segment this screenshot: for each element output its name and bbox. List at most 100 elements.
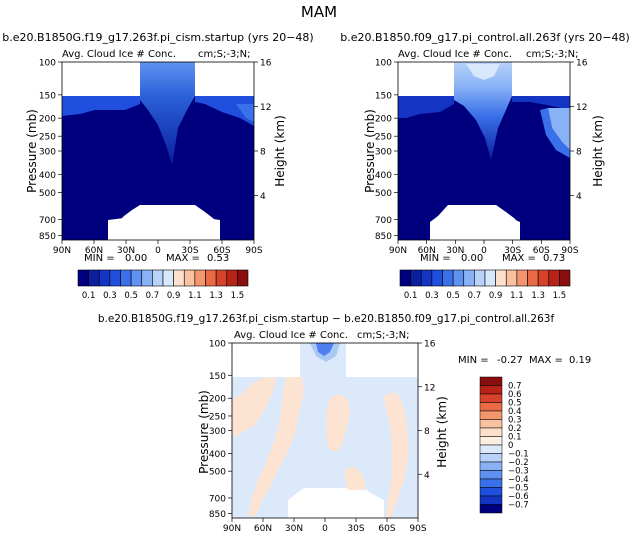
panel-2-right-lobe bbox=[548, 108, 570, 150]
panel-1-units: cm;S;-3;N; bbox=[198, 49, 251, 60]
panel-2-colorbar: 0.1 0.3 0.5 0.7 0.9 1.1 1.3 1.5 bbox=[399, 269, 571, 301]
colorbar-box bbox=[120, 269, 132, 287]
ytick-label: 150 bbox=[209, 372, 226, 382]
panel-1-field bbox=[62, 62, 254, 240]
xtick-label: 30S bbox=[347, 524, 364, 534]
colorbar-box bbox=[420, 269, 433, 287]
ytick-label: 500 bbox=[375, 189, 392, 199]
colorbar-box bbox=[173, 269, 185, 287]
panel-3-units: cm;S;-3;N; bbox=[357, 330, 410, 341]
panel-3-tan-blob bbox=[326, 394, 350, 452]
colorbar-label: 0.6 bbox=[508, 390, 522, 400]
panel-2-yticks: 100 150 200 250 300 400 500 700 850 bbox=[375, 59, 398, 242]
ytick-label: 150 bbox=[39, 91, 56, 101]
colorbar-box bbox=[479, 453, 503, 463]
xtick-label: 30S bbox=[181, 246, 198, 256]
panel-3-xticks: 90N 60N 30N 0 30S 60S 90S bbox=[223, 518, 427, 534]
colorbar-box bbox=[88, 269, 100, 287]
xtick-label: 60S bbox=[213, 246, 230, 256]
ytick-label: 150 bbox=[375, 91, 392, 101]
xtick-label: 0 bbox=[322, 524, 328, 534]
colorbar-label: 0.1 bbox=[82, 291, 96, 301]
panel-1-plume bbox=[140, 62, 195, 165]
colorbar-box bbox=[183, 269, 196, 287]
colorbar-label: 0.4 bbox=[508, 407, 522, 417]
panel-2-plume bbox=[454, 62, 512, 160]
panel-1: b.e20.B1850G.f19_g17.263f.pi_cism.startu… bbox=[2, 31, 313, 301]
colorbar-label: 0.3 bbox=[508, 416, 522, 426]
colorbar-box bbox=[527, 269, 539, 287]
y2tick-label: 8 bbox=[260, 148, 266, 158]
colorbar-label: −0.3 bbox=[508, 467, 529, 477]
panel-2-min-value: 0.00 bbox=[461, 253, 483, 264]
panel-3-y2label: Height (km) bbox=[435, 396, 449, 467]
colorbar-label: 1.3 bbox=[209, 291, 223, 301]
panel-1-left-step bbox=[62, 96, 140, 116]
colorbar-label: 0.5 bbox=[124, 291, 138, 301]
xtick-label: 90S bbox=[245, 246, 262, 256]
panel-3-min-value: -0.27 bbox=[497, 355, 523, 366]
panel-2-field-dark bbox=[398, 96, 570, 240]
ytick-label: 500 bbox=[209, 468, 226, 478]
colorbar-box bbox=[215, 269, 228, 287]
figure-title: MAM bbox=[301, 3, 337, 21]
panel-2-xticks: 90N 60N 30N 0 30S 60S 90S bbox=[389, 240, 579, 256]
panel-2-subtitle: Avg. Cloud Ice # Conc. bbox=[398, 49, 512, 60]
xtick-label: 60S bbox=[533, 246, 550, 256]
colorbar-label: 0.7 bbox=[508, 382, 522, 392]
colorbar-label: 0.7 bbox=[146, 291, 160, 301]
colorbar-box bbox=[474, 269, 486, 287]
colorbar-box bbox=[479, 376, 503, 386]
panel-2-plume-core bbox=[466, 64, 500, 80]
ytick-label: 100 bbox=[209, 340, 226, 350]
ytick-label: 100 bbox=[375, 59, 392, 69]
colorbar-box bbox=[109, 269, 121, 287]
colorbar-box bbox=[479, 427, 503, 437]
colorbar-label: 0.9 bbox=[489, 291, 503, 301]
panel-1-xticks: 90N 60N 30N 0 30S 60S 90S bbox=[53, 240, 263, 256]
panel-3-tan-center bbox=[248, 377, 304, 516]
ytick-label: 850 bbox=[39, 232, 56, 242]
y2tick-label: 16 bbox=[424, 340, 436, 350]
colorbar-box bbox=[479, 504, 503, 514]
colorbar-box bbox=[152, 269, 164, 287]
y2tick-label: 8 bbox=[424, 427, 430, 437]
colorbar-box bbox=[484, 269, 496, 287]
panel-1-colorbar: 0.1 0.3 0.5 0.7 0.9 1.1 1.3 1.5 bbox=[77, 269, 249, 301]
panel-2-min-label: MIN = bbox=[420, 253, 451, 264]
panel-2-ylabel: Pressure (mb) bbox=[363, 109, 377, 193]
panel-2-max-label: MAX = bbox=[502, 253, 536, 264]
panel-3-subtitle: Avg. Cloud Ice # Conc. bbox=[234, 330, 348, 341]
xtick-label: 0 bbox=[481, 246, 487, 256]
ytick-label: 850 bbox=[375, 232, 392, 242]
ytick-label: 300 bbox=[39, 148, 56, 158]
y2tick-label: 12 bbox=[260, 103, 271, 113]
ytick-label: 250 bbox=[375, 133, 392, 143]
colorbar-box bbox=[130, 269, 143, 287]
colorbar-box bbox=[479, 410, 503, 420]
xtick-label: 30N bbox=[285, 524, 303, 534]
panel-3-max-label: MAX = bbox=[529, 355, 563, 366]
panel-1-ylabel: Pressure (mb) bbox=[25, 109, 39, 193]
ytick-label: 400 bbox=[375, 171, 392, 181]
y2tick-label: 4 bbox=[424, 471, 430, 481]
colorbar-box bbox=[237, 269, 249, 287]
panel-2-units: cm;S;-3;N; bbox=[526, 49, 579, 60]
ytick-label: 700 bbox=[375, 216, 392, 226]
colorbar-label: −0.5 bbox=[508, 484, 529, 494]
xtick-label: 90N bbox=[389, 246, 407, 256]
colorbar-box bbox=[226, 269, 238, 287]
colorbar-box bbox=[479, 495, 503, 505]
colorbar-box bbox=[442, 269, 454, 287]
panel-1-y2label: Height (km) bbox=[273, 115, 287, 186]
colorbar-label: 0.3 bbox=[103, 291, 117, 301]
colorbar-box bbox=[479, 461, 503, 471]
panel-2-right-step bbox=[512, 96, 570, 110]
colorbar-label: −0.2 bbox=[508, 458, 529, 468]
ytick-label: 500 bbox=[39, 189, 56, 199]
xtick-label: 30N bbox=[117, 246, 135, 256]
colorbar-box bbox=[479, 444, 503, 454]
y2tick-label: 12 bbox=[424, 383, 435, 393]
colorbar-label: 1.1 bbox=[510, 291, 524, 301]
